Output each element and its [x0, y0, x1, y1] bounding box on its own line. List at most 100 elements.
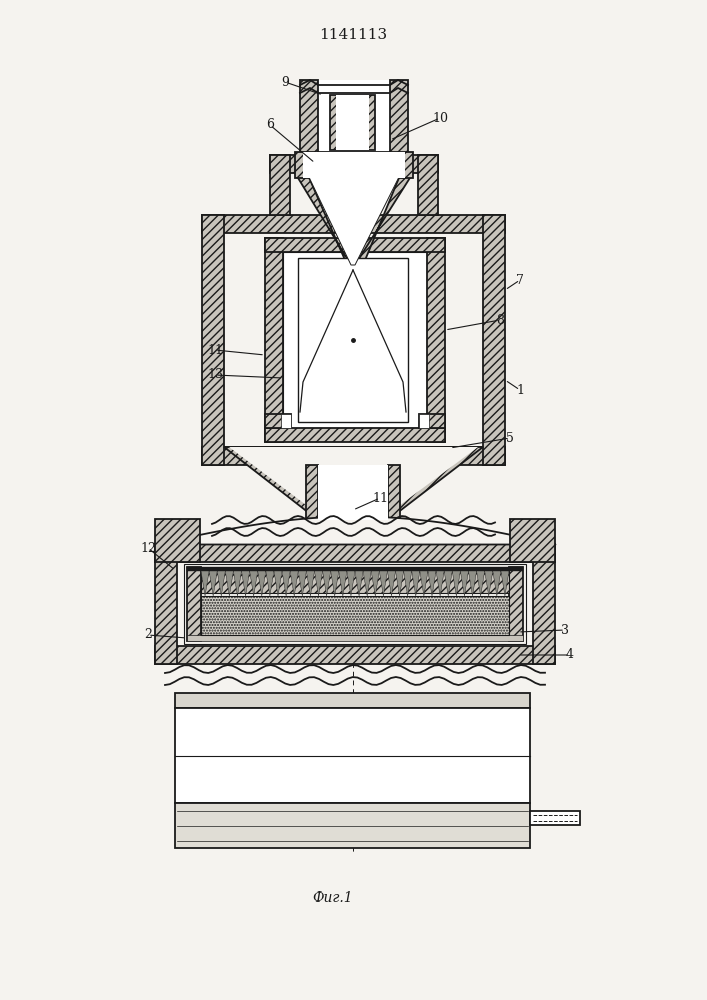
Bar: [427, 238, 445, 442]
Polygon shape: [226, 571, 233, 596]
Polygon shape: [460, 571, 469, 596]
Bar: [318, 80, 390, 155]
Bar: [318, 465, 388, 520]
Bar: [300, 80, 318, 155]
Bar: [265, 414, 291, 428]
Bar: [390, 80, 408, 155]
Polygon shape: [298, 571, 306, 596]
Bar: [187, 635, 523, 641]
Polygon shape: [290, 571, 298, 596]
Text: Фиг.1: Фиг.1: [312, 891, 354, 905]
Text: 11: 11: [207, 344, 223, 357]
Polygon shape: [428, 571, 436, 596]
Polygon shape: [201, 571, 209, 596]
Text: 3: 3: [561, 624, 569, 637]
Polygon shape: [395, 571, 404, 596]
Polygon shape: [295, 173, 351, 270]
Bar: [202, 447, 505, 465]
Polygon shape: [306, 571, 315, 596]
Polygon shape: [501, 571, 509, 596]
Bar: [418, 155, 438, 215]
Bar: [303, 152, 405, 178]
Text: 5: 5: [506, 432, 514, 444]
Polygon shape: [266, 571, 274, 596]
Bar: [155, 646, 555, 664]
Polygon shape: [363, 571, 371, 596]
Bar: [265, 428, 445, 442]
Polygon shape: [404, 571, 411, 596]
Bar: [175, 803, 530, 848]
Polygon shape: [282, 571, 290, 596]
Polygon shape: [224, 447, 483, 520]
Text: 9: 9: [281, 76, 289, 89]
Bar: [201, 596, 509, 635]
Text: 10: 10: [432, 111, 448, 124]
Text: 4: 4: [566, 648, 574, 662]
Polygon shape: [444, 571, 452, 596]
Text: 7: 7: [516, 273, 524, 286]
Polygon shape: [307, 173, 401, 265]
Polygon shape: [380, 571, 387, 596]
Bar: [265, 238, 445, 252]
Bar: [270, 155, 438, 173]
Bar: [187, 567, 201, 641]
Bar: [177, 562, 533, 646]
Polygon shape: [411, 571, 420, 596]
Bar: [290, 173, 418, 215]
Bar: [419, 414, 429, 428]
Bar: [202, 215, 505, 233]
Polygon shape: [258, 571, 266, 596]
Polygon shape: [322, 571, 331, 596]
Polygon shape: [420, 571, 428, 596]
Polygon shape: [485, 571, 493, 596]
Bar: [388, 465, 400, 520]
Polygon shape: [209, 571, 217, 596]
Polygon shape: [469, 571, 477, 596]
Polygon shape: [233, 571, 242, 596]
Polygon shape: [315, 571, 322, 596]
Polygon shape: [217, 571, 226, 596]
Text: 11: 11: [372, 491, 388, 504]
Bar: [509, 567, 523, 641]
Bar: [483, 215, 505, 465]
Bar: [201, 571, 509, 593]
Bar: [330, 95, 375, 150]
Bar: [265, 238, 283, 442]
Bar: [155, 519, 200, 562]
Bar: [175, 708, 530, 803]
Bar: [202, 215, 224, 465]
Bar: [283, 252, 427, 428]
Text: 8: 8: [496, 314, 504, 326]
Bar: [419, 414, 445, 428]
Bar: [336, 95, 369, 150]
Polygon shape: [331, 571, 339, 596]
Bar: [184, 564, 526, 644]
Text: 12: 12: [140, 542, 156, 554]
Polygon shape: [371, 571, 380, 596]
Polygon shape: [355, 571, 363, 596]
Bar: [281, 414, 291, 428]
Polygon shape: [250, 571, 258, 596]
Polygon shape: [493, 571, 501, 596]
Text: 2: 2: [144, 629, 152, 642]
Polygon shape: [436, 571, 444, 596]
Bar: [175, 693, 530, 708]
Bar: [187, 567, 523, 571]
Text: 6: 6: [266, 118, 274, 131]
Polygon shape: [452, 571, 460, 596]
Text: 1: 1: [516, 383, 524, 396]
Polygon shape: [274, 571, 282, 596]
Polygon shape: [355, 173, 413, 270]
Polygon shape: [477, 571, 485, 596]
Bar: [155, 544, 177, 664]
Text: 1141113: 1141113: [319, 28, 387, 42]
Polygon shape: [242, 571, 250, 596]
Bar: [530, 811, 580, 825]
Polygon shape: [339, 571, 347, 596]
Polygon shape: [229, 447, 478, 520]
Bar: [298, 258, 408, 422]
Bar: [306, 465, 318, 520]
Bar: [510, 519, 555, 562]
Polygon shape: [387, 571, 395, 596]
Bar: [295, 152, 413, 178]
